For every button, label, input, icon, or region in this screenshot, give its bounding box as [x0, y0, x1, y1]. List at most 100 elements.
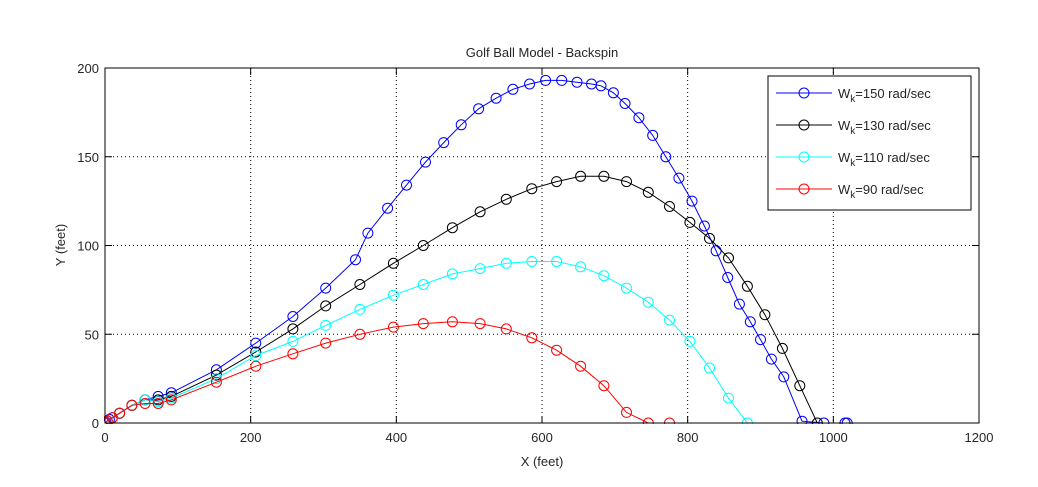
data-point	[446, 316, 458, 328]
data-point	[250, 350, 262, 362]
data-point	[664, 314, 675, 326]
data-point	[500, 323, 512, 335]
data-point	[287, 311, 299, 322]
data-point	[210, 369, 222, 381]
data-point	[500, 257, 512, 269]
data-point	[633, 112, 645, 124]
legend-label: Wk=110 rad/sec	[838, 150, 930, 169]
data-point	[287, 348, 299, 360]
y-tick-label: 0	[92, 416, 99, 431]
data-point	[507, 83, 519, 95]
data-point	[686, 195, 698, 207]
data-point	[438, 137, 450, 149]
data-point	[455, 119, 467, 131]
y-tick-label: 100	[77, 239, 99, 254]
data-point	[551, 176, 563, 188]
data-point	[755, 334, 766, 346]
data-point	[741, 280, 753, 292]
data-point	[698, 220, 710, 232]
y-tick-label: 50	[85, 327, 99, 342]
x-axis-label: X (feet)	[521, 454, 564, 469]
data-point	[642, 186, 654, 198]
data-point	[765, 353, 777, 365]
data-point	[621, 282, 632, 294]
data-point	[598, 380, 610, 392]
legend-marker	[798, 151, 810, 163]
data-point	[660, 151, 672, 163]
series-layer	[104, 74, 853, 424]
data-point	[723, 392, 734, 404]
data-point	[684, 335, 696, 347]
data-point	[250, 346, 262, 358]
data-point	[524, 78, 536, 90]
data-point	[474, 263, 486, 275]
chart-title: Golf Ball Model - Backspin	[466, 45, 618, 60]
data-point	[759, 309, 771, 321]
data-point	[320, 319, 332, 331]
data-point	[723, 252, 734, 264]
data-point	[684, 216, 696, 228]
data-point	[250, 360, 262, 372]
data-point	[446, 222, 458, 234]
data-point	[500, 193, 512, 205]
data-point	[621, 406, 632, 418]
data-point	[595, 80, 607, 92]
data-point	[420, 156, 431, 168]
x-tick-label: 0	[101, 430, 108, 445]
legend-entry: Wk=150 rad/sec	[776, 86, 931, 105]
data-point	[354, 328, 366, 340]
data-point	[598, 270, 610, 282]
legend-entry: Wk=90 rad/sec	[776, 182, 924, 201]
data-point	[704, 362, 715, 374]
data-point	[320, 337, 332, 349]
data-point	[575, 261, 587, 273]
data-point	[490, 92, 502, 104]
x-tick-label: 1000	[819, 430, 848, 445]
data-point	[598, 170, 610, 182]
data-point	[722, 272, 734, 283]
data-point	[210, 373, 222, 385]
data-point	[571, 76, 583, 88]
legend-label: Wk=130 rad/sec	[838, 118, 931, 137]
tick-labels: 0 200 400 600 800 1000 1200 0 50 100 150 200	[77, 61, 993, 445]
data-point	[250, 337, 262, 349]
data-point	[350, 254, 361, 266]
data-point	[673, 172, 685, 184]
data-point	[126, 399, 138, 411]
legend: Wk=150 rad/sec Wk=130 rad/sec Wk=110 rad/s…	[767, 75, 972, 211]
y-tick-label: 200	[77, 61, 99, 76]
data-point	[642, 296, 654, 308]
x-tick-label: 600	[531, 430, 553, 445]
data-point	[704, 232, 715, 244]
data-point	[210, 376, 222, 388]
data-point	[664, 201, 675, 212]
x-tick-label: 400	[385, 430, 407, 445]
data-point	[776, 342, 788, 354]
data-point	[796, 415, 808, 424]
data-point	[551, 256, 563, 267]
data-point	[474, 206, 486, 218]
data-point	[778, 371, 790, 383]
data-point	[104, 413, 115, 424]
legend-label: Wk=90 rad/sec	[838, 182, 924, 201]
legend-box	[767, 75, 972, 211]
data-point	[320, 282, 332, 294]
data-point	[556, 74, 568, 86]
series-3	[104, 316, 675, 424]
data-point	[139, 394, 151, 406]
data-point	[621, 176, 632, 188]
data-point	[473, 103, 485, 115]
data-point	[387, 289, 399, 301]
legend-entry: Wk=130 rad/sec	[776, 118, 931, 137]
data-point	[474, 318, 486, 330]
legend-label: Wk=150 rad/sec	[838, 86, 931, 105]
data-point	[526, 332, 538, 344]
data-point	[744, 316, 756, 328]
data-point	[152, 398, 164, 409]
data-point	[387, 321, 399, 333]
data-point	[794, 380, 806, 392]
data-point	[733, 298, 745, 310]
x-tick-label: 200	[240, 430, 262, 445]
x-tick-label: 1200	[965, 430, 994, 445]
